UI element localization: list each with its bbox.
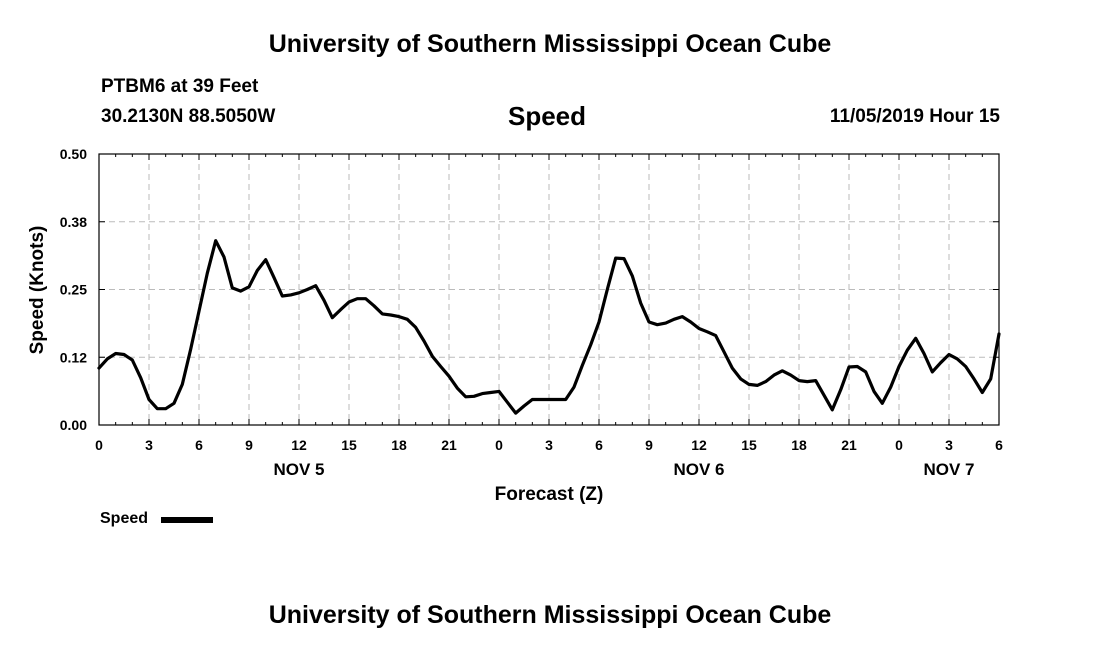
y-tick-label: 0.25	[60, 282, 87, 298]
y-axis-label: Speed (Knots)	[27, 226, 48, 355]
y-tick-label: 0.12	[60, 349, 87, 365]
x-tick-label: 12	[291, 437, 307, 453]
chart-grid	[99, 154, 999, 425]
legend-label: Speed	[100, 510, 149, 527]
x-tick-label: 3	[945, 437, 953, 453]
x-tick-label: 0	[895, 437, 903, 453]
x-tick-label: 21	[841, 437, 857, 453]
plot-frame	[98, 153, 1000, 426]
x-tick-label: 3	[545, 437, 553, 453]
x-tick-label: 6	[995, 437, 1003, 453]
x-tick-label: 3	[145, 437, 153, 453]
day-label: NOV 5	[273, 460, 324, 479]
x-tick-labels: 0 3 6 9 12 15 18 21 0 3 6 9 12 15 18 21 0 3 6	[95, 437, 1003, 453]
station-label: PTBM6 at 39 Feet	[101, 76, 259, 97]
x-tick-label: 15	[741, 437, 757, 453]
coordinates-label: 30.2130N 88.5050W	[101, 106, 276, 127]
x-tick-label: 18	[791, 437, 807, 453]
variable-title: Speed	[508, 101, 587, 131]
x-tick-label: 6	[195, 437, 203, 453]
x-tick-label: 15	[341, 437, 357, 453]
day-label: NOV 6	[673, 460, 724, 479]
chart-title-bottom: University of Southern Mississippi Ocean…	[268, 601, 832, 629]
x-tick-label: 9	[645, 437, 653, 453]
x-axis-label: Forecast (Z)	[495, 484, 604, 505]
x-tick-label: 0	[495, 437, 503, 453]
day-label: NOV 7	[923, 460, 974, 479]
y-tick-label: 0.50	[60, 146, 87, 162]
y-tick-label: 0.38	[60, 214, 87, 230]
day-labels: NOV 5 NOV 6 NOV 7	[273, 460, 974, 479]
timestamp-label: 11/05/2019 Hour 15	[829, 106, 1000, 127]
speed-chart: 0.00 0.12 0.25 0.38 0.50 0 3 6 9 12 15 18 21 0 3 6 9 12 1…	[27, 146, 1003, 505]
speed-series-line	[97, 239, 1001, 415]
x-tick-label: 21	[441, 437, 457, 453]
y-tick-label: 0.00	[60, 417, 87, 433]
x-tick-label: 12	[691, 437, 707, 453]
y-tick-labels: 0.00 0.12 0.25 0.38 0.50	[60, 146, 87, 433]
x-tick-label: 6	[595, 437, 603, 453]
x-tick-label: 0	[95, 437, 103, 453]
legend-line-swatch	[161, 517, 213, 523]
x-tick-label: 9	[245, 437, 253, 453]
x-tick-label: 18	[391, 437, 407, 453]
chart-title-top: University of Southern Mississippi Ocean…	[268, 30, 832, 58]
